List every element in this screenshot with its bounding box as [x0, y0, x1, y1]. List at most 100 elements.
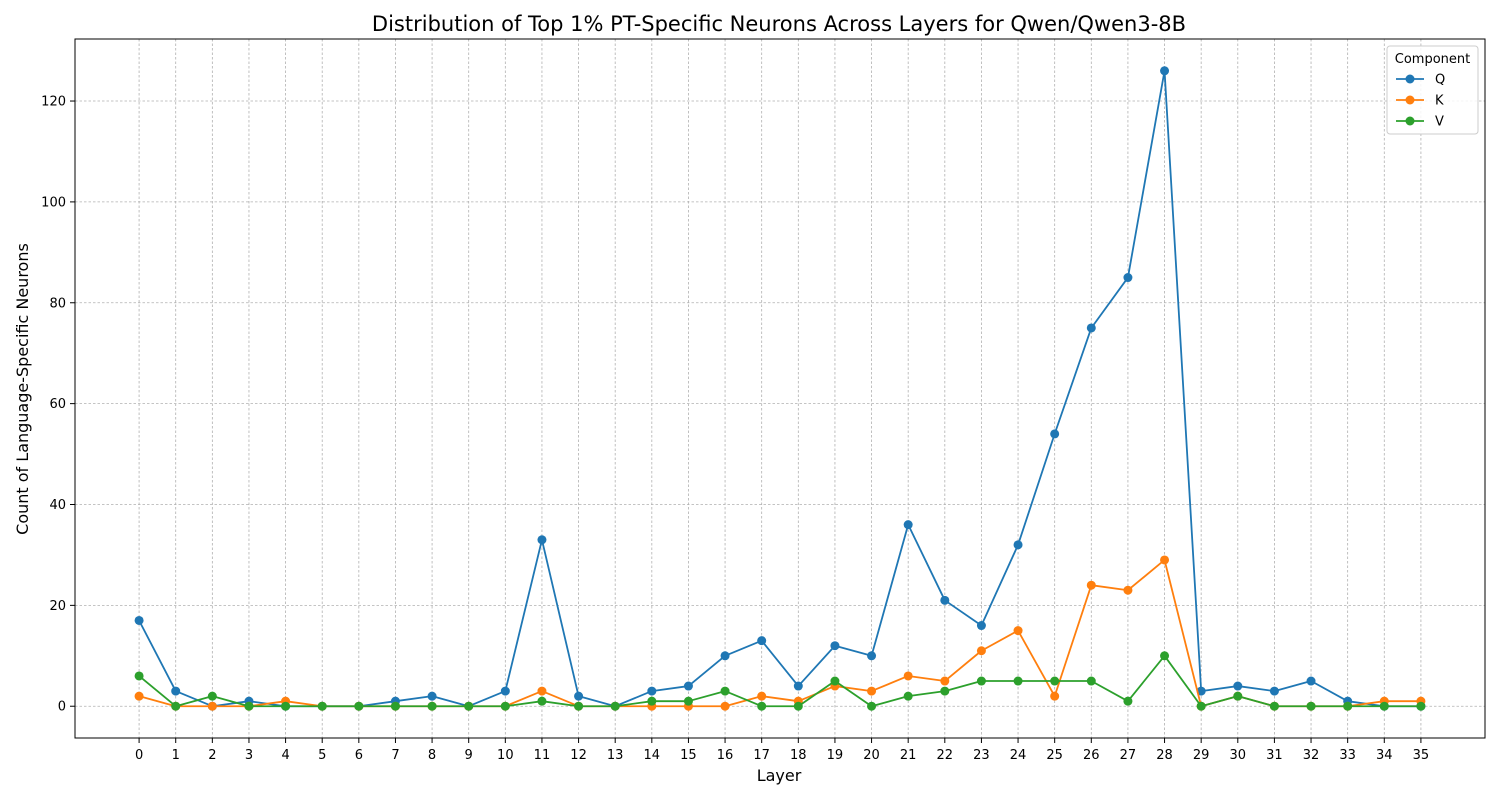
data-point	[354, 701, 364, 711]
data-point	[757, 701, 767, 711]
data-point	[720, 701, 730, 711]
x-tick-label: 14	[644, 748, 661, 763]
y-tick-label: 40	[49, 498, 66, 513]
x-tick-label: 24	[1010, 748, 1027, 763]
x-tick-label: 20	[863, 748, 880, 763]
data-point	[1123, 273, 1133, 283]
data-point	[867, 701, 877, 711]
data-point	[134, 615, 144, 625]
x-tick-label: 16	[717, 748, 734, 763]
x-tick-label: 22	[937, 748, 954, 763]
legend-title: Component	[1395, 52, 1470, 67]
data-point	[390, 701, 400, 711]
data-point	[244, 701, 254, 711]
data-point	[793, 701, 803, 711]
data-point	[683, 696, 693, 706]
data-point	[464, 701, 474, 711]
data-point	[1086, 323, 1096, 333]
data-point	[1013, 676, 1023, 686]
legend-label: Q	[1435, 73, 1445, 88]
legend: Component QKV	[1386, 45, 1479, 135]
x-tick-label: 28	[1156, 748, 1173, 763]
data-point	[1233, 691, 1243, 701]
x-tick-label: 7	[391, 748, 399, 763]
x-axis-title: Layer	[757, 766, 802, 785]
y-tick-label: 120	[41, 95, 66, 110]
x-tick-label: 27	[1120, 748, 1137, 763]
series-lines	[134, 66, 1426, 711]
data-point	[574, 691, 584, 701]
data-point	[1050, 691, 1060, 701]
x-tick-label: 26	[1083, 748, 1100, 763]
data-point	[1306, 676, 1316, 686]
x-tick-label: 19	[827, 748, 844, 763]
x-tick-label: 34	[1376, 748, 1393, 763]
data-point	[1160, 66, 1170, 76]
x-tick-label: 5	[318, 748, 326, 763]
data-point	[867, 686, 877, 696]
x-tick-label: 30	[1230, 748, 1247, 763]
x-tick-label: 17	[753, 748, 770, 763]
grid-lines	[75, 39, 1485, 738]
x-tick-label: 3	[245, 748, 253, 763]
x-tick-label: 12	[570, 748, 587, 763]
legend-item-v: V	[1396, 115, 1444, 130]
data-point	[1123, 585, 1133, 595]
data-point	[537, 696, 547, 706]
x-tick-label: 35	[1413, 748, 1430, 763]
data-point	[207, 701, 217, 711]
data-point	[867, 651, 877, 661]
x-tick-label: 18	[790, 748, 807, 763]
data-point	[574, 701, 584, 711]
data-point	[830, 676, 840, 686]
legend-box	[1386, 45, 1479, 135]
legend-item-k: K	[1396, 94, 1444, 109]
y-tick-label: 60	[49, 397, 66, 412]
data-point	[940, 676, 950, 686]
y-tick-label: 80	[49, 296, 66, 311]
x-tick-label: 0	[135, 748, 143, 763]
data-point	[1196, 701, 1206, 711]
data-point	[647, 686, 657, 696]
x-tick-label: 6	[355, 748, 363, 763]
data-point	[720, 686, 730, 696]
data-point	[1050, 429, 1060, 439]
legend-marker	[1405, 95, 1415, 105]
legend-marker	[1405, 74, 1415, 84]
data-point	[757, 691, 767, 701]
data-point	[1196, 686, 1206, 696]
data-point	[171, 701, 181, 711]
data-point	[1050, 676, 1060, 686]
data-point	[1416, 701, 1426, 711]
legend-item-q: Q	[1396, 73, 1445, 88]
x-tick-label: 11	[534, 748, 551, 763]
x-tick-label: 23	[973, 748, 990, 763]
data-point	[1160, 555, 1170, 565]
y-tick-label: 0	[58, 700, 66, 715]
data-point	[134, 671, 144, 681]
x-tick-label: 33	[1339, 748, 1356, 763]
x-tick-label: 21	[900, 748, 917, 763]
data-point	[610, 701, 620, 711]
data-point	[903, 520, 913, 530]
data-point	[1233, 681, 1243, 691]
data-point	[427, 701, 437, 711]
x-tick-label: 9	[465, 748, 473, 763]
data-point	[207, 691, 217, 701]
data-point	[976, 621, 986, 631]
data-point	[1306, 701, 1316, 711]
data-point	[1269, 686, 1279, 696]
chart-title: Distribution of Top 1% PT-Specific Neuro…	[372, 12, 1186, 36]
x-tick-label: 1	[172, 748, 180, 763]
x-tick-label: 8	[428, 748, 436, 763]
data-point	[171, 686, 181, 696]
data-point	[537, 535, 547, 545]
data-point	[830, 641, 840, 651]
x-tick-label: 2	[208, 748, 216, 763]
data-point	[317, 701, 327, 711]
data-point	[427, 691, 437, 701]
data-point	[134, 691, 144, 701]
plot-frame	[74, 38, 1486, 739]
